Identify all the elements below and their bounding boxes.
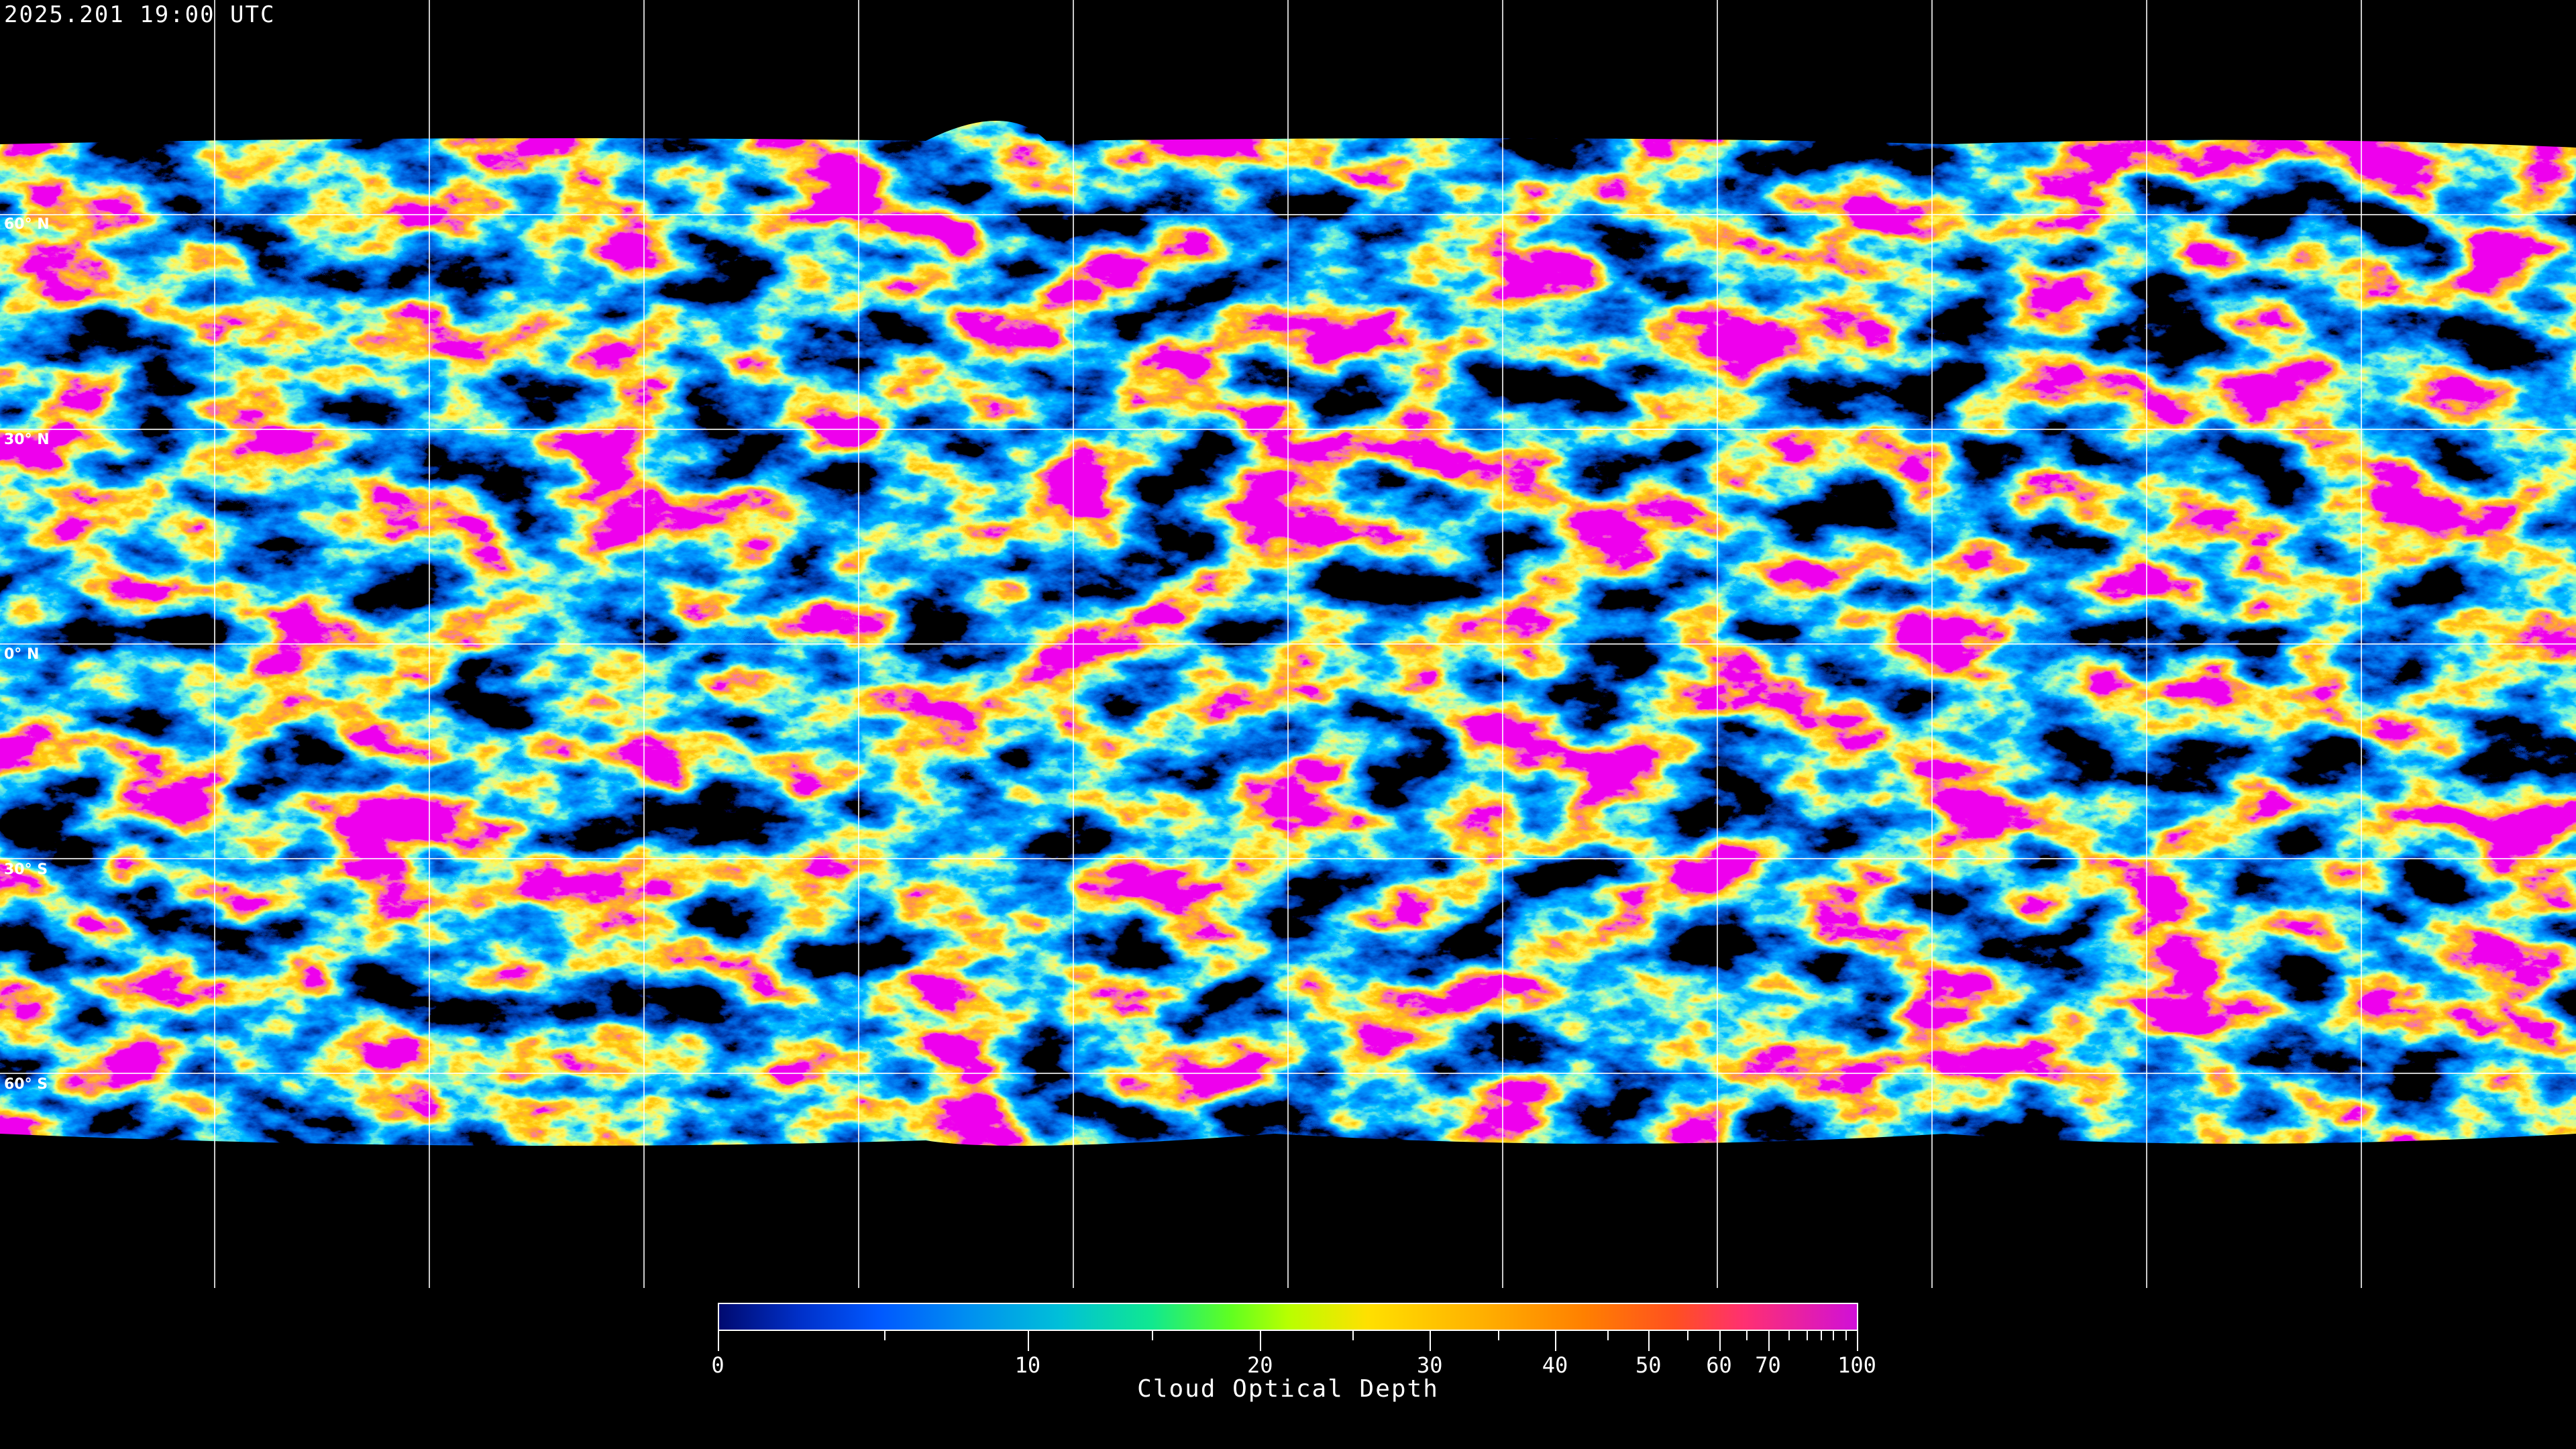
lat-label-30n: 30° N: [4, 431, 50, 448]
lat-label-60n: 60° N: [4, 216, 50, 233]
colorbar-tick-label: 30: [1416, 1352, 1443, 1378]
colorbar-major-tick: [1768, 1331, 1770, 1351]
colorbar-tick-label: 50: [1635, 1352, 1662, 1378]
colorbar: [718, 1303, 1858, 1331]
colorbar-major-tick: [1555, 1331, 1557, 1351]
colorbar-minor-tick: [1788, 1331, 1790, 1340]
colorbar-major-tick: [718, 1331, 719, 1351]
lat-label-30s: 30° S: [4, 861, 48, 878]
colorbar-major-tick: [1648, 1331, 1650, 1351]
colorbar-major-tick: [1857, 1331, 1858, 1351]
colorbar-tick-label: 0: [711, 1352, 724, 1378]
colorbar-major-tick: [1430, 1331, 1432, 1351]
colorbar-axis: [718, 1331, 1858, 1351]
lat-label-0: 0° N: [4, 646, 40, 663]
colorbar-tick-label: 100: [1837, 1352, 1876, 1378]
colorbar-tick-label: 60: [1706, 1352, 1732, 1378]
colorbar-minor-tick: [1820, 1331, 1822, 1340]
colorbar-minor-tick: [1607, 1331, 1609, 1340]
timestamp: 2025.201 19:00 UTC: [4, 1, 276, 28]
graticule: [0, 0, 2576, 1288]
colorbar-minor-tick: [1845, 1331, 1847, 1340]
colorbar-tick-label: 40: [1542, 1352, 1568, 1378]
colorbar-minor-tick: [1686, 1331, 1688, 1340]
colorbar-minor-tick: [1352, 1331, 1354, 1340]
colorbar-tick-label: 20: [1246, 1352, 1273, 1378]
colorbar-major-tick: [1719, 1331, 1721, 1351]
colorbar-minor-tick: [883, 1331, 885, 1340]
lat-label-60s: 60° S: [4, 1076, 48, 1093]
colorbar-major-tick: [1260, 1331, 1262, 1351]
colorbar-minor-tick: [1151, 1331, 1153, 1340]
colorbar-tick-label: 70: [1755, 1352, 1781, 1378]
colorbar-minor-tick: [1807, 1331, 1809, 1340]
cloud-optical-depth-map: [0, 0, 2576, 1288]
colorbar-minor-tick: [1746, 1331, 1748, 1340]
colorbar-minor-tick: [1498, 1331, 1500, 1340]
colorbar-tick-label: 10: [1014, 1352, 1041, 1378]
colorbar-title: Cloud Optical Depth: [1137, 1375, 1439, 1403]
colorbar-major-tick: [1027, 1331, 1029, 1351]
colorbar-minor-tick: [1833, 1331, 1835, 1340]
